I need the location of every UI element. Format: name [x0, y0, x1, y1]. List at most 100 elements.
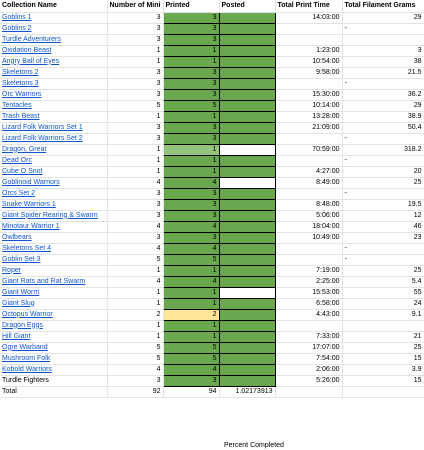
total-minis-cell[interactable]: 92 — [107, 386, 164, 398]
printed-count-cell[interactable]: 3 — [162, 199, 220, 211]
collection-link[interactable]: Dead Orc — [2, 156, 32, 164]
filament-grams-cell[interactable] — [342, 320, 424, 332]
printed-count-cell[interactable]: 3 — [162, 34, 220, 46]
collection-name-cell[interactable]: Goblin Set 3 — [0, 254, 108, 266]
printed-count-cell[interactable]: 1 — [162, 45, 220, 57]
filament-grams-cell[interactable]: 29 — [342, 12, 424, 24]
posted-status-cell[interactable] — [218, 166, 276, 178]
filament-grams-cell[interactable]: - — [342, 78, 424, 90]
minis-count-cell[interactable]: 3 — [107, 199, 164, 211]
minis-count-cell[interactable]: 1 — [107, 298, 164, 310]
filament-grams-cell[interactable]: - — [342, 133, 424, 145]
posted-status-cell[interactable] — [218, 122, 276, 134]
filament-grams-cell[interactable]: 29 — [342, 100, 424, 112]
collection-link[interactable]: Giant Slug — [2, 299, 35, 307]
collection-link[interactable]: Tentacles — [2, 101, 32, 109]
collection-link[interactable]: Goblin Set 3 — [2, 255, 41, 263]
print-time-cell[interactable]: 14:03:00 — [275, 12, 343, 24]
minis-count-cell[interactable]: 1 — [107, 287, 164, 299]
collection-link[interactable]: Minotaur Warrior 1 — [2, 222, 60, 230]
posted-status-cell[interactable] — [218, 221, 276, 233]
collection-name-cell[interactable]: Lizard Folk Warriors Set 2 — [0, 133, 108, 145]
collection-link[interactable]: Oxidation Beast — [2, 46, 52, 54]
filament-grams-cell[interactable]: 5.4 — [342, 276, 424, 288]
minis-count-cell[interactable]: 3 — [107, 122, 164, 134]
collection-name-cell[interactable]: Giant Rats and Rat Swarm — [0, 276, 108, 288]
posted-status-cell[interactable] — [218, 12, 276, 24]
print-time-cell[interactable]: 15:53:00 — [275, 287, 343, 299]
collection-name-cell[interactable]: Dragon Eggs — [0, 320, 108, 332]
collection-link[interactable]: Mushroom Folk — [2, 354, 51, 362]
posted-status-cell[interactable] — [218, 254, 276, 266]
collection-link[interactable]: Skeletons 3 — [2, 79, 39, 87]
printed-count-cell[interactable]: 5 — [162, 342, 220, 354]
collection-name-cell[interactable]: Goblins 2 — [0, 23, 108, 35]
collection-name-cell[interactable]: Goblins 1 — [0, 12, 108, 24]
collection-link[interactable]: Goblins 2 — [2, 24, 32, 32]
collection-name-cell[interactable]: Skeletons 2 — [0, 67, 108, 79]
printed-count-cell[interactable]: 1 — [162, 265, 220, 277]
collection-link[interactable]: Skeletons Set 4 — [2, 244, 52, 252]
collection-link[interactable]: Roper — [2, 266, 22, 274]
collection-name-cell[interactable]: Roper — [0, 265, 108, 277]
printed-count-cell[interactable]: 1 — [162, 331, 220, 343]
total-empty-time-cell[interactable] — [275, 386, 343, 398]
printed-count-cell[interactable]: 3 — [162, 122, 220, 134]
minis-count-cell[interactable]: 1 — [107, 265, 164, 277]
printed-count-cell[interactable]: 1 — [162, 287, 220, 299]
posted-status-cell[interactable] — [218, 276, 276, 288]
collection-link[interactable]: Goblinoid Warriors — [2, 178, 60, 186]
collection-link[interactable]: Skeletons 2 — [2, 68, 39, 76]
filament-grams-cell[interactable]: 25 — [342, 177, 424, 189]
filament-grams-cell[interactable]: 50.4 — [342, 122, 424, 134]
filament-grams-cell[interactable]: 3.9 — [342, 364, 424, 376]
printed-count-cell[interactable]: 1 — [162, 111, 220, 123]
posted-status-cell[interactable] — [218, 309, 276, 321]
filament-grams-cell[interactable]: 20 — [342, 166, 424, 178]
printed-count-cell[interactable]: 1 — [162, 320, 220, 332]
posted-status-cell[interactable] — [218, 375, 276, 387]
print-time-cell[interactable]: 5:26:00 — [275, 375, 343, 387]
filament-grams-cell[interactable]: 19.5 — [342, 199, 424, 211]
collection-link[interactable]: Kobold Warriors — [2, 365, 52, 373]
minis-count-cell[interactable]: 3 — [107, 188, 164, 200]
posted-status-cell[interactable] — [218, 67, 276, 79]
printed-count-cell[interactable]: 5 — [162, 254, 220, 266]
minis-count-cell[interactable]: 4 — [107, 221, 164, 233]
header-total-filament-grams[interactable]: Total Filament Grams — [342, 0, 424, 13]
collection-name-cell[interactable]: Ogre Warband — [0, 342, 108, 354]
collection-link[interactable]: Turdle Adventurers — [2, 35, 61, 43]
header-collection-name[interactable]: Collection Name — [0, 0, 108, 13]
collection-name-cell[interactable]: Hill Giant — [0, 331, 108, 343]
print-time-cell[interactable]: 1:23:00 — [275, 45, 343, 57]
print-time-cell[interactable]: 7:54:00 — [275, 353, 343, 365]
posted-status-cell[interactable] — [218, 111, 276, 123]
print-time-cell[interactable]: 2:06:00 — [275, 364, 343, 376]
printed-count-cell[interactable]: 3 — [162, 133, 220, 145]
minis-count-cell[interactable]: 3 — [107, 78, 164, 90]
printed-count-cell[interactable]: 3 — [162, 12, 220, 24]
print-time-cell[interactable] — [275, 23, 343, 35]
collection-name-cell[interactable]: Giant Slug — [0, 298, 108, 310]
posted-status-cell[interactable] — [218, 199, 276, 211]
minis-count-cell[interactable]: 1 — [107, 111, 164, 123]
total-label-cell[interactable]: Total — [0, 386, 108, 398]
filament-grams-cell[interactable]: 3 — [342, 45, 424, 57]
posted-status-cell[interactable] — [218, 265, 276, 277]
print-time-cell[interactable] — [275, 133, 343, 145]
collection-link[interactable]: Giant Rats and Rat Swarm — [2, 277, 86, 285]
posted-status-cell[interactable] — [218, 210, 276, 222]
minis-count-cell[interactable]: 2 — [107, 309, 164, 321]
print-time-cell[interactable]: 17:07:00 — [275, 342, 343, 354]
minis-count-cell[interactable]: 4 — [107, 276, 164, 288]
collection-name-cell[interactable]: Goblinoid Warriors — [0, 177, 108, 189]
print-time-cell[interactable]: 7:19:00 — [275, 265, 343, 277]
minis-count-cell[interactable]: 1 — [107, 56, 164, 68]
filament-grams-cell[interactable]: 21 — [342, 331, 424, 343]
filament-grams-cell[interactable]: - — [342, 155, 424, 167]
collection-name-cell[interactable]: Minotaur Warrior 1 — [0, 221, 108, 233]
collection-name-cell[interactable]: Angry Ball of Eyes — [0, 56, 108, 68]
print-time-cell[interactable] — [275, 34, 343, 46]
collection-link[interactable]: Orcs Set 2 — [2, 189, 36, 197]
print-time-cell[interactable]: 4:27:00 — [275, 166, 343, 178]
